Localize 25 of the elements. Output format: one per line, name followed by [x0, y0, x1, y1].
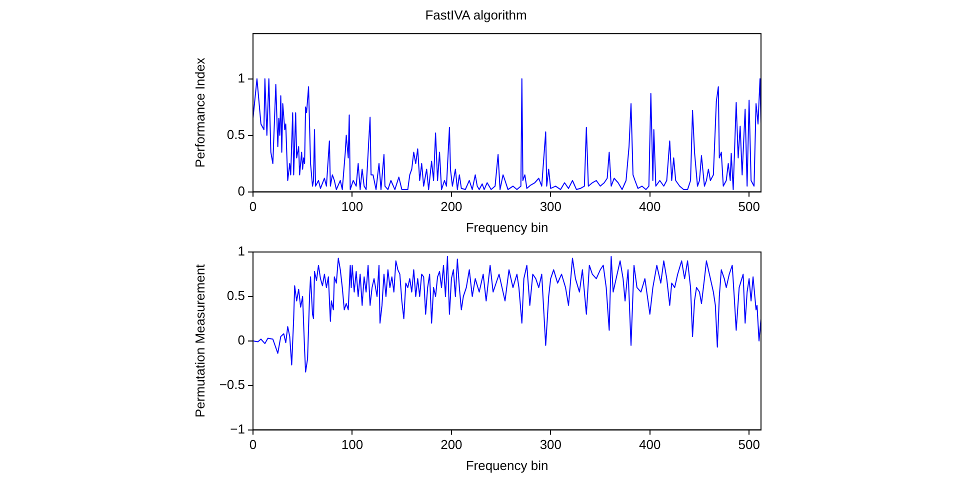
- x-tick-label: 200: [440, 199, 462, 214]
- y-tick-label: 0.5: [226, 126, 245, 142]
- y-tick-label: 1: [238, 70, 245, 86]
- y-tick-label: −0.5: [219, 376, 245, 392]
- x-tick-label: 400: [639, 199, 661, 214]
- x-tick-label: 100: [341, 437, 364, 452]
- x-tick-label: 300: [540, 199, 562, 214]
- y-axis-title: Permutation Measurement: [192, 264, 208, 418]
- y-axis-title: Performance Index: [192, 57, 208, 168]
- x-tick-label: 500: [738, 199, 760, 214]
- x-tick-label: 300: [540, 437, 562, 452]
- chart-title: FastIVA algorithm: [425, 7, 527, 22]
- x-tick-label: 0: [249, 437, 257, 452]
- y-tick-label: 0: [238, 332, 245, 348]
- y-tick-label: 0.5: [226, 288, 245, 304]
- x-axis-title: Frequency bin: [466, 458, 548, 473]
- x-tick-label: 100: [341, 199, 364, 214]
- x-axis-title: Frequency bin: [466, 220, 548, 235]
- x-tick-label: 0: [249, 199, 257, 214]
- y-tick-label: 0: [238, 183, 245, 198]
- x-tick-label: 200: [440, 437, 462, 452]
- y-tick-label: 1: [238, 244, 245, 259]
- x-tick-label: 400: [639, 437, 661, 452]
- y-tick-label: −1: [230, 421, 245, 436]
- x-tick-label: 500: [738, 437, 760, 452]
